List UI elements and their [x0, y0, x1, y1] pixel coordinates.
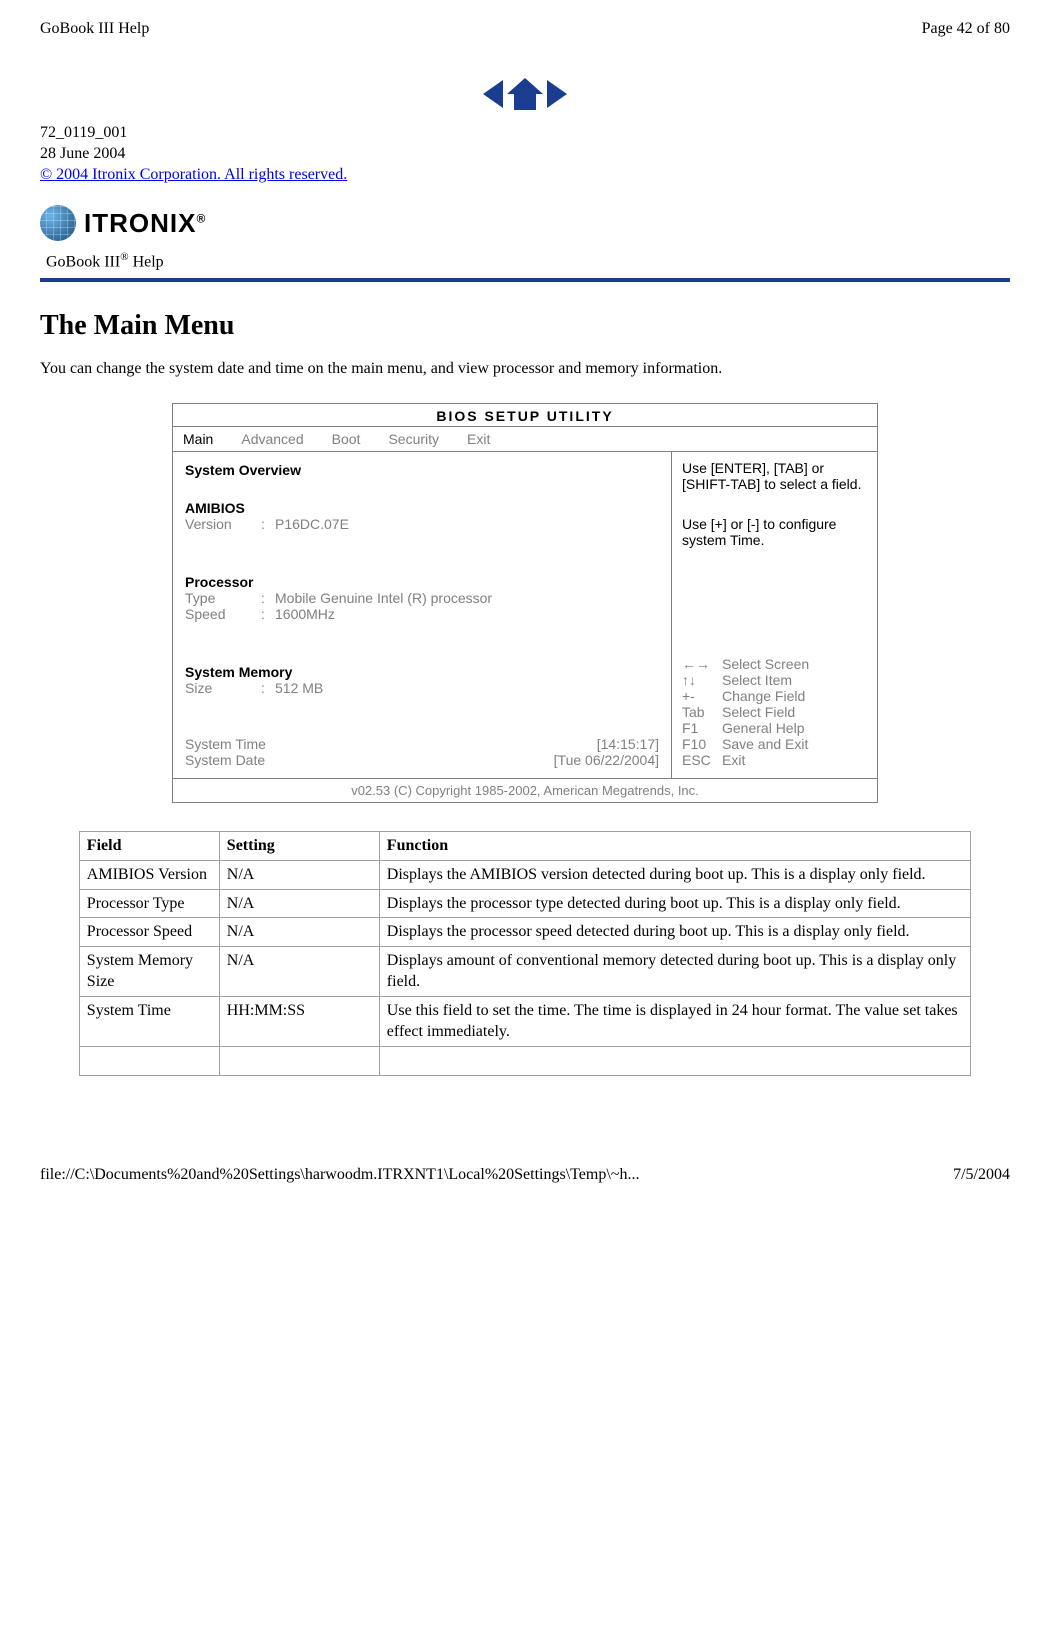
- bios-overview-title: System Overview: [185, 462, 659, 478]
- cell-function: Displays the processor type detected dur…: [379, 889, 970, 918]
- cell-setting: N/A: [219, 946, 379, 996]
- page-header: GoBook III Help Page 42 of 80: [40, 20, 1010, 38]
- bios-amibios-version-label: Version: [185, 516, 251, 532]
- bios-processor-type: Type : Mobile Genuine Intel (R) processo…: [185, 590, 659, 606]
- help-line-prefix: GoBook III: [46, 254, 120, 271]
- brand-registered: ®: [196, 211, 206, 225]
- bios-system-date-label: System Date: [185, 752, 265, 768]
- bios-hint-1: Use [ENTER], [TAB] or [SHIFT-TAB] to sel…: [682, 460, 867, 492]
- bios-memory-size-value: 512 MB: [275, 680, 323, 696]
- bios-key-row: ←→Select Screen: [682, 656, 867, 672]
- cell-setting: [219, 1047, 379, 1076]
- table-header-row: Field Setting Function: [79, 832, 970, 861]
- table-row: Processor Type N/A Displays the processo…: [79, 889, 970, 918]
- bios-tab-main: Main: [183, 431, 213, 447]
- bios-tabs: Main Advanced Boot Security Exit: [173, 427, 877, 452]
- footer-date: 7/5/2004: [953, 1166, 1010, 1184]
- bios-key-row: F10Save and Exit: [682, 736, 867, 752]
- intro-text: You can change the system date and time …: [40, 358, 1010, 380]
- cell-setting: N/A: [219, 918, 379, 947]
- bios-key-row: +-Change Field: [682, 688, 867, 704]
- table-row: Processor Speed N/A Displays the process…: [79, 918, 970, 947]
- bios-tab-exit: Exit: [467, 431, 490, 447]
- nav-icon-bar: [40, 78, 1010, 113]
- help-line-sup: ®: [120, 251, 128, 263]
- bios-memory-size-label: Size: [185, 680, 251, 696]
- bios-processor-type-value: Mobile Genuine Intel (R) processor: [275, 590, 492, 606]
- header-left: GoBook III Help: [40, 20, 149, 38]
- divider-bar: [40, 278, 1010, 282]
- bios-processor-type-label: Type: [185, 590, 251, 606]
- cell-function: Displays amount of conventional memory d…: [379, 946, 970, 996]
- cell-field: AMIBIOS Version: [79, 860, 219, 889]
- bios-key-row: ESCExit: [682, 752, 867, 768]
- bios-tab-security: Security: [388, 431, 439, 447]
- copyright-link[interactable]: © 2004 Itronix Corporation. All rights r…: [40, 166, 347, 183]
- bios-system-time-label: System Time: [185, 736, 266, 752]
- cell-setting: HH:MM:SS: [219, 996, 379, 1046]
- logo-row: ITRONIX®: [40, 205, 1010, 241]
- bios-hint-2: Use [+] or [-] to configure system Time.: [682, 516, 867, 548]
- page-footer: file://C:\Documents%20and%20Settings\har…: [40, 1166, 1010, 1184]
- bios-amibios-version-value: P16DC.07E: [275, 516, 349, 532]
- bios-system-date-value: [Tue 06/22/2004]: [554, 752, 659, 768]
- bios-memory-title: System Memory: [185, 664, 659, 680]
- cell-field: Processor Speed: [79, 918, 219, 947]
- brand-logo-text: ITRONIX®: [84, 208, 206, 239]
- th-function: Function: [379, 832, 970, 861]
- bios-memory-size: Size : 512 MB: [185, 680, 659, 696]
- bios-amibios-version: Version : P16DC.07E: [185, 516, 659, 532]
- help-line-suffix: Help: [129, 254, 164, 271]
- page-title: The Main Menu: [40, 310, 1010, 342]
- footer-path: file://C:\Documents%20and%20Settings\har…: [40, 1166, 639, 1184]
- cell-field: [79, 1047, 219, 1076]
- next-page-icon[interactable]: [547, 80, 567, 108]
- specs-table: Field Setting Function AMIBIOS Version N…: [79, 831, 971, 1075]
- brand-name: ITRONIX: [84, 208, 196, 238]
- cell-function: Displays the processor speed detected du…: [379, 918, 970, 947]
- bios-screenshot: BIOS SETUP UTILITY Main Advanced Boot Se…: [40, 403, 1010, 803]
- cell-function: Displays the AMIBIOS version detected du…: [379, 860, 970, 889]
- bios-system-date: System Date [Tue 06/22/2004]: [185, 752, 659, 768]
- table-row: System Time HH:MM:SS Use this field to s…: [79, 996, 970, 1046]
- help-line: GoBook III® Help: [40, 247, 1010, 275]
- cell-setting: N/A: [219, 889, 379, 918]
- bios-processor-speed-label: Speed: [185, 606, 251, 622]
- bios-tab-advanced: Advanced: [241, 431, 303, 447]
- doc-id: 72_0119_001: [40, 123, 1010, 144]
- cell-function: [379, 1047, 970, 1076]
- cell-setting: N/A: [219, 860, 379, 889]
- doc-date: 28 June 2004: [40, 144, 1010, 165]
- th-setting: Setting: [219, 832, 379, 861]
- home-icon[interactable]: [507, 78, 543, 110]
- table-row: AMIBIOS Version N/A Displays the AMIBIOS…: [79, 860, 970, 889]
- bios-footer: v02.53 (C) Copyright 1985-2002, American…: [173, 778, 877, 802]
- cell-field: System Memory Size: [79, 946, 219, 996]
- bios-right-panel: Use [ENTER], [TAB] or [SHIFT-TAB] to sel…: [672, 452, 877, 778]
- bios-processor-title: Processor: [185, 574, 659, 590]
- bios-system-time: System Time [14:15:17]: [185, 736, 659, 752]
- bios-key-row: TabSelect Field: [682, 704, 867, 720]
- bios-tab-boot: Boot: [332, 431, 361, 447]
- header-right: Page 42 of 80: [922, 20, 1010, 38]
- bios-processor-speed-value: 1600MHz: [275, 606, 335, 622]
- bios-key-row: ↑↓Select Item: [682, 672, 867, 688]
- bios-key-legend: ←→Select Screen ↑↓Select Item +-Change F…: [682, 656, 867, 768]
- bios-left-panel: System Overview AMIBIOS Version : P16DC.…: [173, 452, 672, 778]
- th-field: Field: [79, 832, 219, 861]
- doc-meta: 72_0119_001 28 June 2004 © 2004 Itronix …: [40, 123, 1010, 185]
- cell-function: Use this field to set the time. The time…: [379, 996, 970, 1046]
- cell-field: System Time: [79, 996, 219, 1046]
- bios-system-time-value: [14:15:17]: [597, 736, 659, 752]
- cell-field: Processor Type: [79, 889, 219, 918]
- bios-amibios-title: AMIBIOS: [185, 500, 659, 516]
- bios-key-row: F1General Help: [682, 720, 867, 736]
- table-row: System Memory Size N/A Displays amount o…: [79, 946, 970, 996]
- globe-icon: [40, 205, 76, 241]
- prev-page-icon[interactable]: [483, 80, 503, 108]
- table-row: [79, 1047, 970, 1076]
- bios-processor-speed: Speed : 1600MHz: [185, 606, 659, 622]
- bios-title: BIOS SETUP UTILITY: [173, 404, 877, 427]
